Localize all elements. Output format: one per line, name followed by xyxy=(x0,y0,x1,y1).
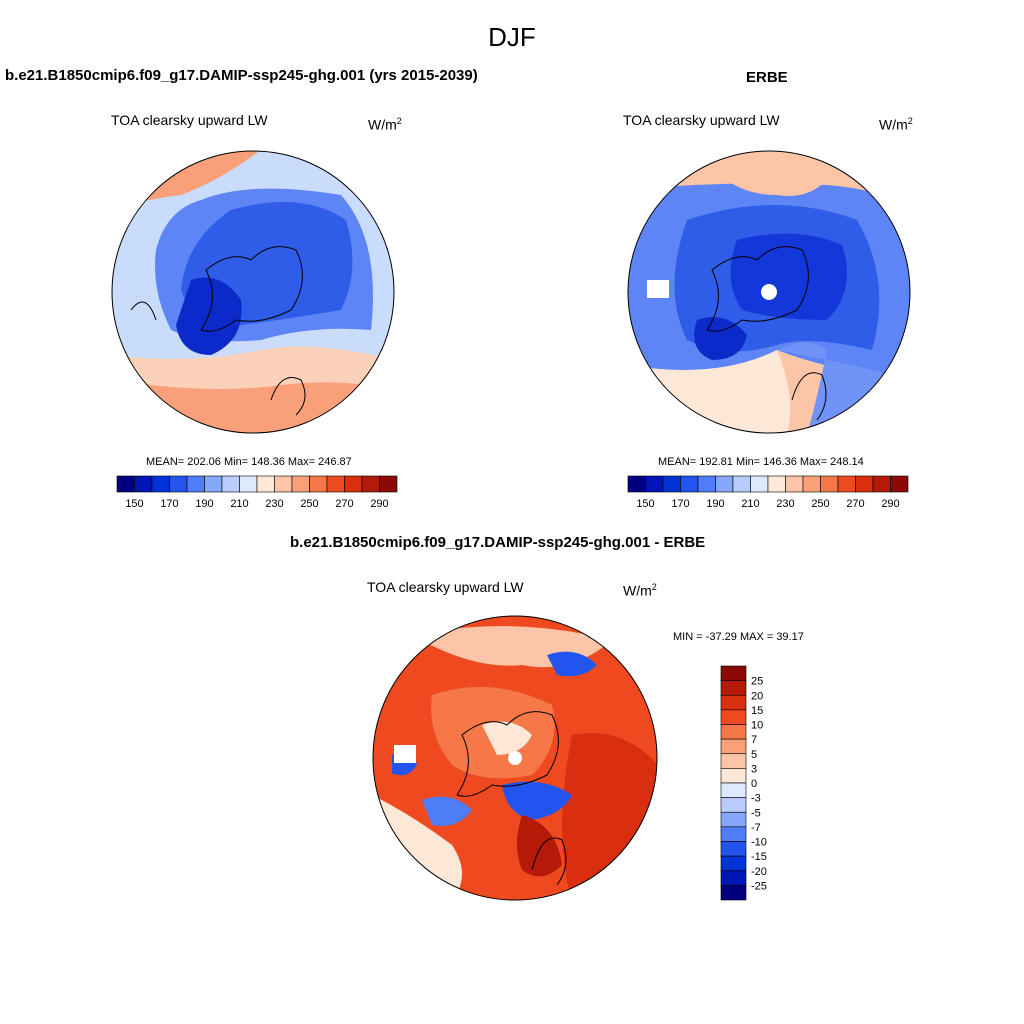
figure-title: DJF xyxy=(488,22,536,52)
panel2-variable: TOA clearsky upward LW xyxy=(623,112,780,128)
panel1-stats: MEAN= 202.06 Min= 148.36 Max= 246.87 xyxy=(146,456,352,468)
panel1-colorbar-swatch xyxy=(361,475,380,493)
panel1-colorbar-tick-label: 270 xyxy=(335,498,353,510)
panel3-colorbar-swatch xyxy=(720,870,747,886)
panel1-colorbar-swatch xyxy=(116,475,135,493)
panel3-colorbar-swatch xyxy=(720,885,747,901)
panel3-colorbar-swatch xyxy=(720,797,747,813)
panel1-colorbar-swatch xyxy=(151,475,170,493)
panel2-colorbar-tick-label: 190 xyxy=(706,498,724,510)
panel1-colorbar-swatch xyxy=(186,475,205,493)
panel2-colorbar-tick-label: 270 xyxy=(846,498,864,510)
panel3-colorbar-swatch xyxy=(720,665,747,681)
panel1-title: b.e21.B1850cmip6.f09_g17.DAMIP-ssp245-gh… xyxy=(5,67,478,84)
panel2-colorbar-swatch xyxy=(767,475,786,493)
panel3-colorbar-tick-label: -5 xyxy=(751,807,761,819)
panel2-colorbar-swatch xyxy=(837,475,856,493)
panel3-colorbar-tick-label: 20 xyxy=(751,690,763,702)
panel3-variable: TOA clearsky upward LW xyxy=(367,579,524,595)
panel1-colorbar-swatch xyxy=(256,475,275,493)
panel2-stats: MEAN= 192.81 Min= 146.36 Max= 248.14 xyxy=(658,456,864,468)
panel3-colorbar-tick-label: 10 xyxy=(751,720,763,732)
panel3-colorbar-tick-label: 0 xyxy=(751,778,757,790)
panel3-colorbar-swatch xyxy=(720,709,747,725)
panel2-polar-map xyxy=(627,150,911,434)
panel1-colorbar-tick-label: 170 xyxy=(160,498,178,510)
panel2-colorbar-swatch xyxy=(627,475,646,493)
panel1-colorbar-swatch xyxy=(204,475,223,493)
panel1-colorbar-swatch xyxy=(239,475,258,493)
panel2-colorbar-swatch xyxy=(872,475,891,493)
panel3-colorbar-swatch xyxy=(720,753,747,769)
panel3-colorbar-tick-label: -25 xyxy=(751,880,767,892)
panel2-colorbar-swatch xyxy=(750,475,769,493)
panel2-colorbar-swatch xyxy=(680,475,699,493)
panel3-colorbar-tick-label: 25 xyxy=(751,676,763,688)
panel1-units: W/m2 xyxy=(368,116,402,133)
panel2-colorbar-swatch xyxy=(715,475,734,493)
panel3-colorbar-tick-label: -3 xyxy=(751,793,761,805)
panel1-variable: TOA clearsky upward LW xyxy=(111,112,268,128)
panel1-colorbar-tick-label: 290 xyxy=(370,498,388,510)
panel1-colorbar-tick-label: 210 xyxy=(230,498,248,510)
panel1-colorbar-swatch xyxy=(326,475,345,493)
panel2-colorbar-swatch xyxy=(802,475,821,493)
panel2-colorbar-swatch xyxy=(645,475,664,493)
panel1-colorbar-swatch xyxy=(309,475,328,493)
panel3-colorbar-tick-label: -15 xyxy=(751,851,767,863)
panel3-colorbar-tick-label: 15 xyxy=(751,705,763,717)
panel2-title: ERBE xyxy=(746,69,788,86)
panel3-colorbar: 25 20 15 10 7 5 3 0 -3 -5 -7 -10 -15 -20 -25 xyxy=(720,665,767,901)
panel2-colorbar-swatch xyxy=(732,475,751,493)
panel3-colorbar-swatch xyxy=(720,768,747,784)
panel1-colorbar-swatch xyxy=(169,475,188,493)
panel3-colorbar-tick-label: -7 xyxy=(751,822,761,834)
panel2-colorbar-swatch xyxy=(855,475,874,493)
panel2-colorbar-tick-label: 210 xyxy=(741,498,759,510)
panel3-colorbar-swatch xyxy=(720,826,747,842)
panel1-colorbar: 150 170 190 210 230 250 270 290 xyxy=(116,475,398,510)
panel1-colorbar-tick-label: 230 xyxy=(265,498,283,510)
panel3-colorbar-swatch xyxy=(720,841,747,857)
panel2-colorbar-swatch xyxy=(785,475,804,493)
panel3-colorbar-tick-label: 5 xyxy=(751,749,757,761)
panel1-colorbar-swatch xyxy=(221,475,240,493)
panel3-colorbar-tick-label: 3 xyxy=(751,763,757,775)
panel1-colorbar-tick-label: 190 xyxy=(195,498,213,510)
panel2-colorbar-tick-label: 150 xyxy=(636,498,654,510)
panel1-colorbar-tick-label: 150 xyxy=(125,498,143,510)
panel1-colorbar-swatch xyxy=(344,475,363,493)
panel2-units: W/m2 xyxy=(879,116,913,133)
panel2-colorbar-swatch xyxy=(890,475,909,493)
panel3-units: W/m2 xyxy=(623,582,657,599)
panel3-colorbar-swatch xyxy=(720,694,747,711)
panel3-colorbar-tick-label: 7 xyxy=(751,734,757,746)
panel1-polar-map xyxy=(111,150,395,434)
panel1-colorbar-swatch xyxy=(134,475,153,493)
panel3-colorbar-swatch xyxy=(720,811,747,828)
panel2-colorbar-swatch xyxy=(697,475,716,493)
panel3-colorbar-tick-label: -10 xyxy=(751,837,767,849)
panel1-colorbar-swatch xyxy=(379,475,398,493)
panel1-colorbar-swatch xyxy=(291,475,310,493)
panel2-colorbar-tick-label: 170 xyxy=(671,498,689,510)
panel2-colorbar-tick-label: 290 xyxy=(881,498,899,510)
panel2-colorbar-swatch xyxy=(820,475,839,493)
panel2-colorbar-tick-label: 230 xyxy=(776,498,794,510)
panel3-colorbar-swatch xyxy=(720,855,747,872)
panel3-colorbar-swatch xyxy=(720,680,747,696)
panel1-colorbar-swatch xyxy=(274,475,293,493)
panel1-colorbar-tick-label: 250 xyxy=(300,498,318,510)
panel2-colorbar-tick-label: 250 xyxy=(811,498,829,510)
panel3-colorbar-swatch xyxy=(720,724,747,740)
panel3-title: b.e21.B1850cmip6.f09_g17.DAMIP-ssp245-gh… xyxy=(290,534,706,551)
panel3-polar-map xyxy=(372,615,658,901)
panel2-colorbar: 150 170 190 210 230 250 270 290 xyxy=(627,475,909,510)
panel3-colorbar-swatch xyxy=(720,738,747,755)
panel3-colorbar-swatch xyxy=(720,782,747,798)
panel3-colorbar-tick-label: -20 xyxy=(751,866,767,878)
panel2-colorbar-swatch xyxy=(662,475,681,493)
panel3-stats: MIN = -37.29 MAX = 39.17 xyxy=(673,631,804,643)
